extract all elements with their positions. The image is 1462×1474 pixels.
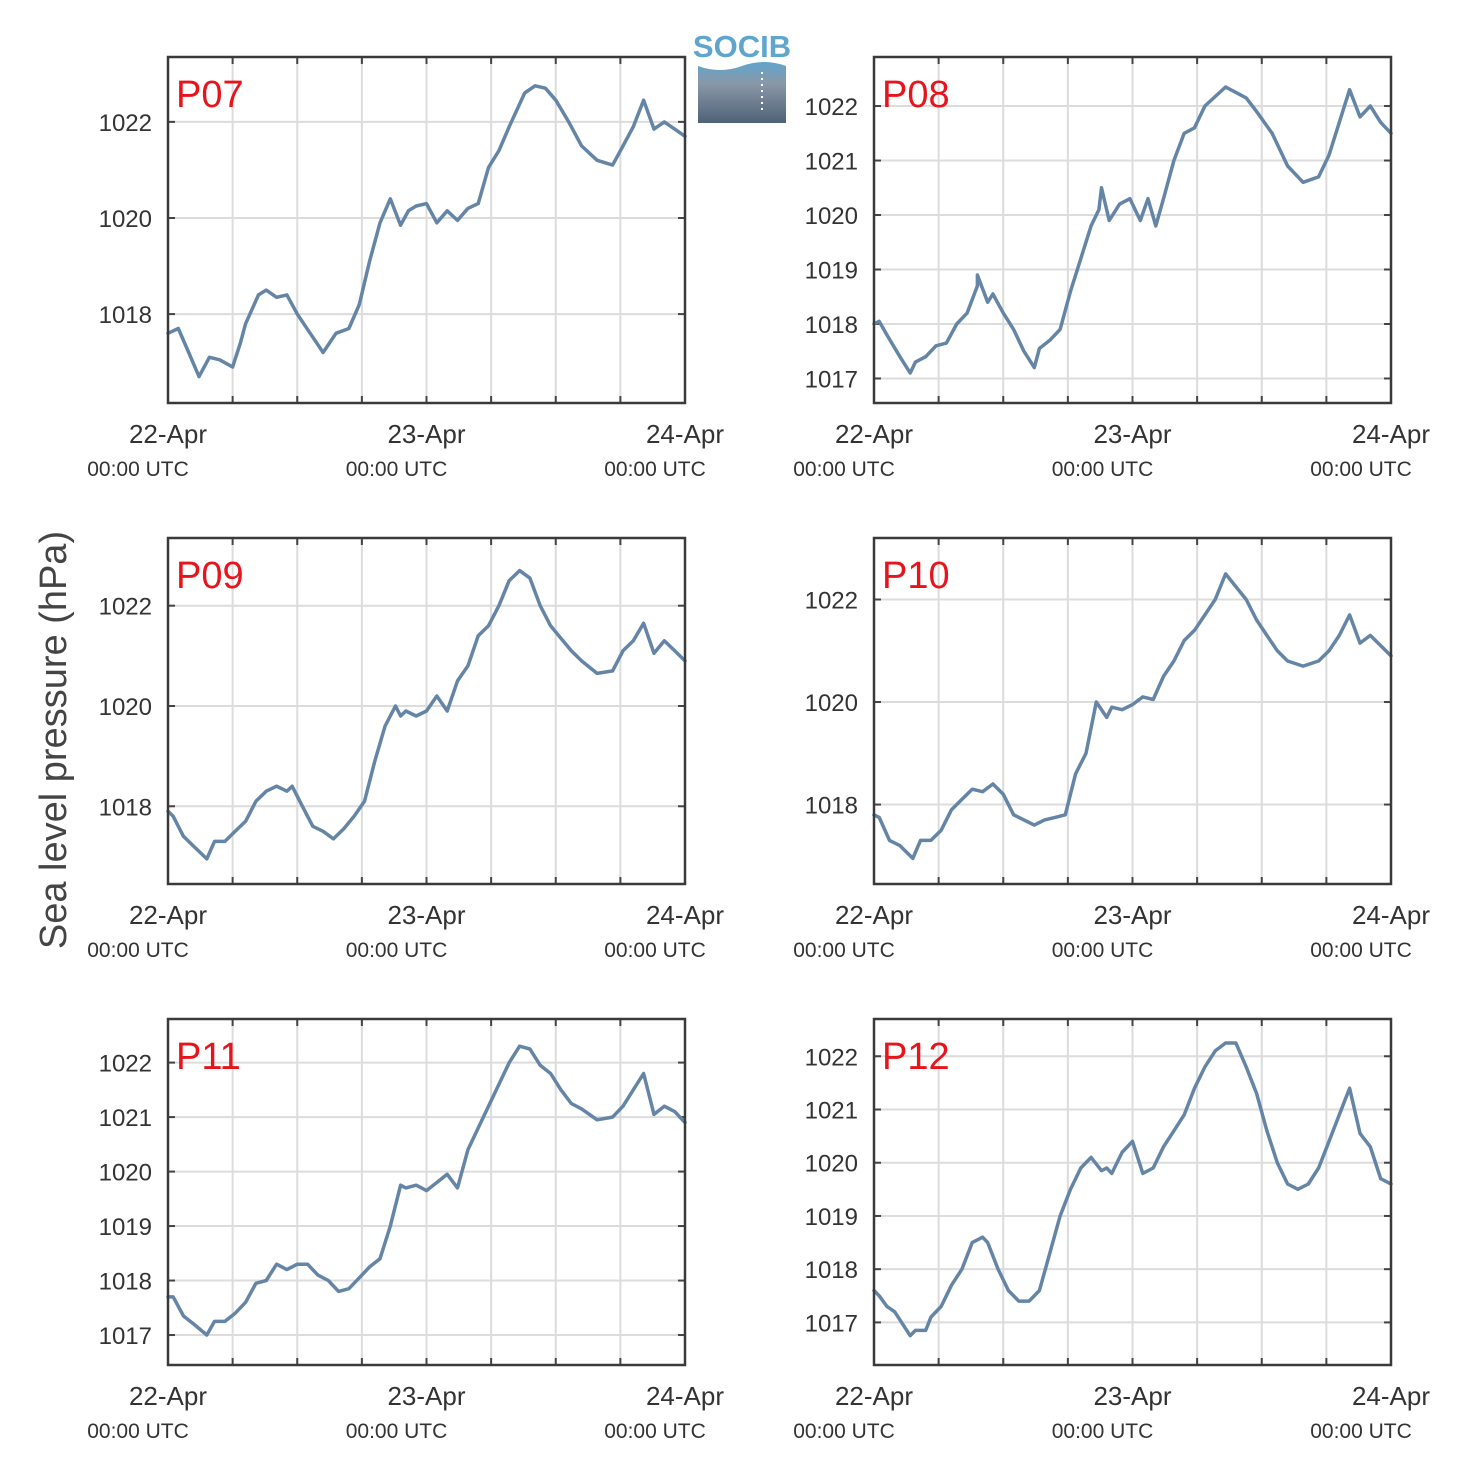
axes-frame [872, 55, 1393, 405]
series-line-p10 [872, 572, 1393, 861]
panel-p11: 1017 1018 1019 1020 1021 1022 22-Apr 00:00 UTC 2… [87, 1017, 724, 1443]
series-line-p11 [166, 1044, 687, 1337]
y-tick-label: 1017 [805, 366, 858, 393]
axes-frame [166, 55, 687, 405]
y-tick-label: 1018 [805, 312, 858, 339]
y-tick-label: 1022 [805, 1044, 858, 1071]
y-tick-label: 1018 [805, 793, 858, 820]
panel-label-p10: P10 [882, 555, 950, 597]
x-tick-label-time: 00:00 UTC [87, 1420, 189, 1443]
y-tick-label: 1022 [99, 1051, 152, 1078]
panel-p10: 1018 1020 1022 22-Apr 00:00 UTC 23-Apr 00:00 U… [793, 536, 1430, 962]
y-tick-label: 1018 [99, 302, 152, 329]
x-tick-label-date: 23-Apr [387, 419, 465, 449]
y-tick-label: 1018 [805, 1257, 858, 1284]
y-tick-label: 1022 [805, 588, 858, 615]
series-line-p08 [872, 85, 1393, 375]
x-tick-label-date: 24-Apr [646, 419, 724, 449]
x-tick-label-date: 23-Apr [387, 900, 465, 930]
y-axis-label: Sea level pressure (hPa) [33, 531, 75, 949]
y-tick-label: 1020 [99, 206, 152, 233]
x-tick-label-date: 22-Apr [129, 900, 207, 930]
y-tick-label: 1017 [99, 1323, 152, 1350]
x-tick-label-time: 00:00 UTC [346, 1420, 448, 1443]
y-tick-label: 1021 [99, 1105, 152, 1132]
x-tick-label-time: 00:00 UTC [1310, 939, 1412, 962]
x-tick-label-date: 24-Apr [1352, 419, 1430, 449]
axes-frame [166, 1017, 687, 1367]
y-tick-label: 1019 [805, 258, 858, 285]
panel-p08: 1017 1018 1019 1020 1021 1022 22-Apr 00:00 UTC 2… [793, 55, 1430, 481]
axes-frame [166, 536, 687, 886]
x-tick-label-date: 24-Apr [1352, 900, 1430, 930]
y-tick-label: 1022 [99, 110, 152, 137]
x-tick-label-date: 22-Apr [835, 900, 913, 930]
x-tick-label-time: 00:00 UTC [1310, 458, 1412, 481]
x-tick-label-time: 00:00 UTC [1052, 939, 1154, 962]
x-tick-label-date: 24-Apr [646, 1381, 724, 1411]
x-tick-label-date: 23-Apr [387, 1381, 465, 1411]
axes-frame [872, 1017, 1393, 1367]
x-tick-label-date: 22-Apr [835, 1381, 913, 1411]
panel-p07: 1018 1020 1022 22-Apr 00:00 UTC 23-Apr 00:00 U… [87, 55, 724, 481]
y-tick-label: 1020 [99, 694, 152, 721]
socib-logo-text: SOCIB [693, 29, 791, 64]
y-tick-label: 1022 [99, 594, 152, 621]
x-tick-label-date: 22-Apr [129, 1381, 207, 1411]
x-tick-label-time: 00:00 UTC [346, 458, 448, 481]
x-tick-label-time: 00:00 UTC [793, 939, 895, 962]
chart-panels: 1018 1020 1022 22-Apr 00:00 UTC 23-Apr 00:00 U… [87, 55, 1430, 1443]
y-tick-label: 1021 [805, 149, 858, 176]
panel-label-p11: P11 [176, 1036, 241, 1078]
x-tick-label-date: 22-Apr [835, 419, 913, 449]
panel-label-p07: P07 [176, 74, 244, 116]
y-tick-label: 1019 [805, 1204, 858, 1231]
series-line-p12 [872, 1041, 1393, 1338]
y-tick-label: 1018 [99, 794, 152, 821]
y-tick-label: 1018 [99, 1269, 152, 1296]
y-tick-label: 1020 [805, 203, 858, 230]
y-tick-label: 1022 [805, 94, 858, 121]
series-line-p07 [166, 84, 687, 379]
x-tick-label-date: 23-Apr [1093, 419, 1171, 449]
y-tick-label: 1020 [805, 1151, 858, 1178]
panel-label-p08: P08 [882, 74, 950, 116]
x-tick-label-date: 24-Apr [1352, 1381, 1430, 1411]
series-line-p09 [166, 568, 687, 861]
axes-frame [872, 536, 1393, 886]
x-tick-label-date: 22-Apr [129, 419, 207, 449]
y-tick-label: 1017 [805, 1310, 858, 1337]
x-tick-label-time: 00:00 UTC [793, 1420, 895, 1443]
x-tick-label-time: 00:00 UTC [1310, 1420, 1412, 1443]
panel-p09: 1018 1020 1022 22-Apr 00:00 UTC 23-Apr 00:00 U… [87, 536, 724, 962]
x-tick-label-time: 00:00 UTC [1052, 1420, 1154, 1443]
panel-label-p09: P09 [176, 555, 244, 597]
socib-logo: SOCIB [693, 29, 791, 123]
x-tick-label-time: 00:00 UTC [793, 458, 895, 481]
x-tick-label-date: 24-Apr [646, 900, 724, 930]
x-tick-label-time: 00:00 UTC [1052, 458, 1154, 481]
y-tick-label: 1019 [99, 1214, 152, 1241]
socib-logo-emblem [698, 62, 786, 123]
y-tick-label: 1020 [99, 1160, 152, 1187]
x-tick-label-time: 00:00 UTC [87, 458, 189, 481]
x-tick-label-time: 00:00 UTC [604, 939, 706, 962]
panel-label-p12: P12 [882, 1036, 950, 1078]
x-tick-label-time: 00:00 UTC [604, 458, 706, 481]
x-tick-label-date: 23-Apr [1093, 900, 1171, 930]
x-tick-label-time: 00:00 UTC [604, 1420, 706, 1443]
y-tick-label: 1021 [805, 1097, 858, 1124]
x-tick-label-time: 00:00 UTC [346, 939, 448, 962]
x-tick-label-date: 23-Apr [1093, 1381, 1171, 1411]
y-tick-label: 1020 [805, 690, 858, 717]
panel-p12: 1017 1018 1019 1020 1021 1022 22-Apr 00:00 UTC 2… [793, 1017, 1430, 1443]
x-tick-label-time: 00:00 UTC [87, 939, 189, 962]
